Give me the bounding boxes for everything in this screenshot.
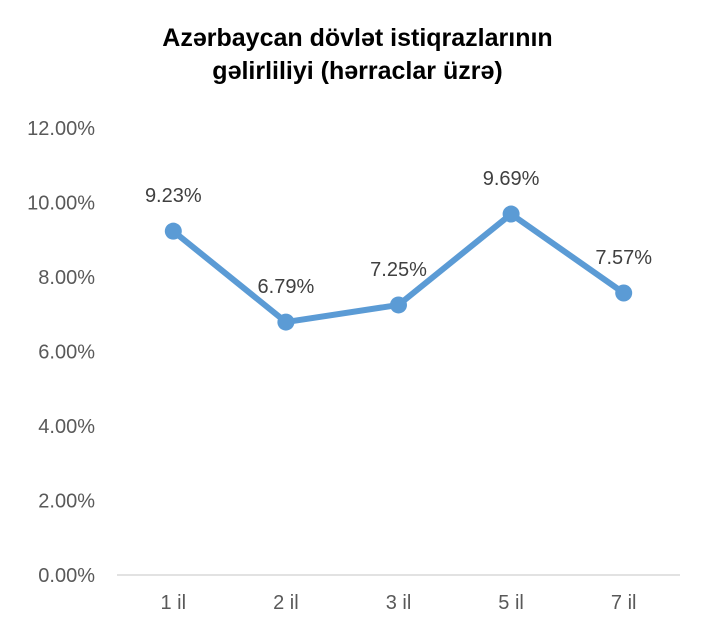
data-point-marker bbox=[277, 313, 295, 331]
y-tick-label: 2.00% bbox=[38, 491, 95, 513]
y-axis-tick-labels: 0.00% 2.00% 4.00% 6.00% 8.00% 10.00% 12.00% bbox=[27, 118, 95, 587]
data-label: 9.69% bbox=[483, 168, 540, 190]
data-point-marker bbox=[164, 222, 182, 240]
data-point-marker bbox=[615, 284, 633, 302]
y-tick-label: 6.00% bbox=[38, 342, 95, 364]
x-tick-label: 2 il bbox=[273, 592, 299, 614]
data-point-marker bbox=[502, 205, 520, 223]
data-label: 7.25% bbox=[370, 259, 427, 281]
data-point-marker bbox=[390, 296, 407, 314]
chart-title-line-2: gəlirliliyi (hərraclar üzrə) bbox=[212, 57, 503, 85]
x-tick-label: 3 il bbox=[386, 592, 412, 614]
x-tick-label: 7 il bbox=[611, 592, 637, 614]
x-axis-tick-labels: 1 il 2 il 3 il 5 il 7 il bbox=[161, 592, 637, 614]
y-tick-label: 12.00% bbox=[27, 118, 95, 140]
y-tick-label: 10.00% bbox=[27, 193, 95, 215]
series-layer bbox=[164, 205, 633, 331]
x-tick-label: 1 il bbox=[161, 592, 187, 614]
chart-title-line-1: Azərbaycan dövlət istiqrazlarının bbox=[162, 24, 553, 52]
data-label: 6.79% bbox=[258, 276, 315, 298]
x-tick-label: 5 il bbox=[498, 592, 524, 614]
data-label: 7.57% bbox=[595, 247, 652, 269]
chart-title: Azərbaycan dövlət istiqrazlarının gəlirl… bbox=[0, 22, 715, 88]
data-labels: 9.23% 6.79% 7.25% 9.69% 7.57% bbox=[145, 168, 652, 298]
y-tick-label: 8.00% bbox=[38, 267, 95, 289]
y-tick-label: 0.00% bbox=[38, 565, 95, 587]
y-tick-label: 4.00% bbox=[38, 416, 95, 438]
data-label: 9.23% bbox=[145, 185, 202, 207]
